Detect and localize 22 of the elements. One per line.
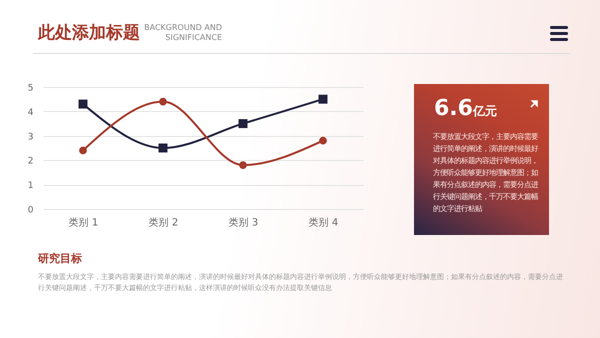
y-tick-label: 2 (28, 156, 34, 167)
x-tick-label: 类别 3 (228, 216, 258, 228)
chart-title: 此处添加标题 (38, 22, 140, 44)
chart-subtitle: BACKGROUND AND SIGNIFICANCE (143, 23, 222, 43)
x-tick-label: 类别 1 (68, 216, 98, 228)
y-tick-label: 0 (28, 206, 34, 216)
y-tick-label: 1 (28, 181, 34, 192)
x-tick-label: 类别 4 (308, 216, 338, 228)
point (79, 146, 87, 154)
y-tick-label: 4 (28, 108, 34, 118)
point (78, 100, 88, 109)
text: 6.6亿元 (434, 96, 497, 121)
point (318, 94, 328, 104)
point (238, 119, 248, 128)
point (159, 98, 167, 106)
point (239, 161, 247, 169)
point (319, 136, 327, 145)
y-tick-label: 5 (28, 84, 34, 94)
point (158, 144, 168, 152)
x-tick-label: 类别 2 (148, 216, 178, 228)
y-tick-label: 3 (28, 132, 34, 142)
text: 研究目标 (38, 251, 82, 266)
